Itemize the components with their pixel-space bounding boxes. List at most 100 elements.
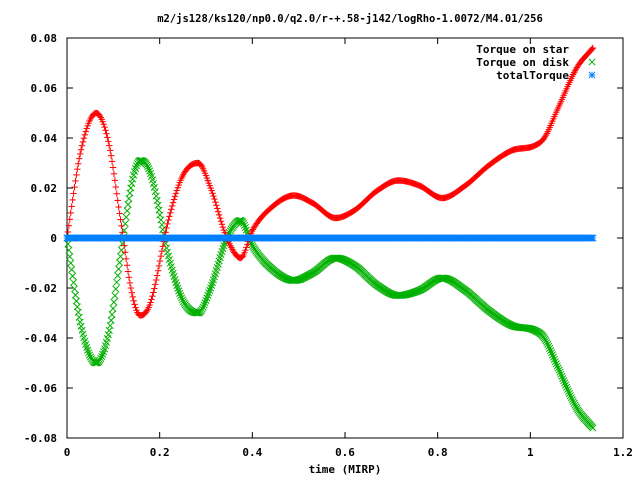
data-point [77,146,85,153]
data-point [203,294,211,302]
data-point [158,248,166,255]
data-point [165,216,172,224]
series-2 [63,234,597,242]
data-point [70,190,77,197]
data-point [76,150,84,158]
data-point [68,203,75,210]
data-point [80,135,88,142]
x-tick-label: 0.2 [150,446,170,459]
data-point [109,164,117,171]
data-point [210,192,217,200]
data-point [103,130,110,137]
data-point [118,222,125,230]
data-point [78,142,86,149]
data-point [81,131,89,139]
chart-title: m2/js128/ks120/np0.0/q2.0/r-+.58-j142/lo… [157,13,543,25]
data-point [115,265,123,273]
data-point [214,205,221,212]
data-point [82,128,89,135]
data-point [127,184,135,192]
data-point [244,241,251,248]
data-point [136,156,144,165]
data-point [72,297,80,305]
data-point [205,289,213,297]
data-point [111,292,119,300]
data-point [98,353,106,361]
data-point [153,197,161,205]
data-point [128,179,136,187]
x-tick-label: 1 [527,446,534,459]
data-point [85,351,94,359]
data-point [567,394,575,402]
data-point [79,138,87,146]
data-point [101,123,108,131]
data-point [243,244,250,251]
data-point [152,192,160,200]
data-point [152,281,159,288]
data-point [568,396,576,404]
data-point [143,307,151,315]
data-point [544,340,552,348]
legend-label: Torque on star [476,43,569,56]
data-point [147,299,154,306]
data-point [164,220,171,228]
data-point [150,289,157,296]
x-tick-label: 1.2 [613,446,633,459]
data-point [545,342,553,350]
data-point [110,170,118,178]
data-point [116,252,125,260]
data-point [554,364,562,372]
x-tick-label: 0.4 [242,446,262,459]
data-point [171,193,179,200]
y-tick-label: -0.02 [24,282,57,295]
data-point [589,44,597,52]
data-point [589,234,597,242]
data-point [162,244,171,252]
data-point [68,266,76,274]
data-point [107,316,115,324]
data-point [108,158,116,165]
x-tick-label: 0 [64,446,71,459]
data-point [122,255,130,263]
data-point [172,190,180,197]
data-point [157,252,165,260]
data-point [547,346,555,355]
data-point [169,199,177,206]
data-point [156,257,164,265]
data-point [85,349,93,357]
data-point [550,355,558,363]
data-point [561,379,569,387]
data-point [553,362,561,370]
data-point [113,190,120,197]
data-point [151,285,158,292]
data-point [67,209,74,217]
data-point [551,358,559,366]
data-point [552,360,560,368]
data-point [542,337,550,345]
data-point [206,286,214,294]
data-point [123,262,131,269]
data-point [560,377,568,385]
data-point [211,195,218,203]
data-point [124,200,132,209]
series-1 [63,156,597,432]
data-point [207,284,215,292]
data-point [73,171,80,179]
data-point [75,160,82,167]
x-tick-label: 0.8 [428,446,448,459]
data-point [571,401,579,409]
data-point [71,291,80,299]
data-point [125,274,133,281]
legend-label: Torque on disk [476,56,569,69]
data-point [220,226,228,234]
data-point [589,424,597,432]
data-point [563,385,572,393]
data-point [148,296,155,303]
data-point [214,208,222,215]
data-point [72,177,79,185]
legend-marker [588,71,596,79]
data-point [75,313,83,321]
data-point [166,213,173,220]
data-point [149,292,156,300]
data-point [555,366,563,374]
